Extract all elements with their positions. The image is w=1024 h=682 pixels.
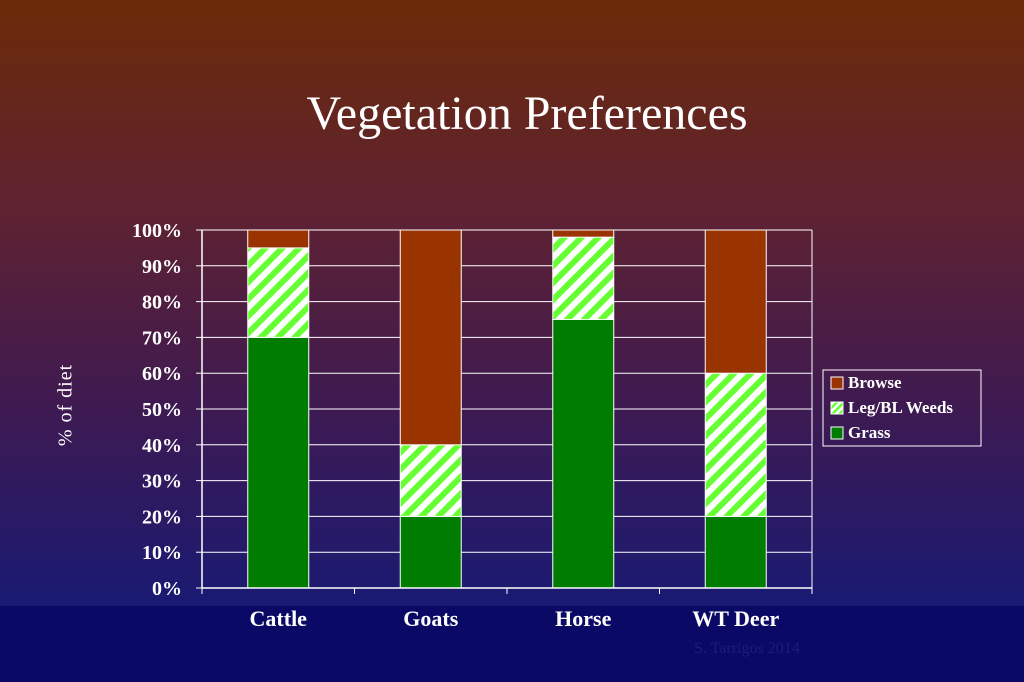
bar-leg-bl-weeds-cattle: [247, 247, 310, 338]
y-tick-label: 0%: [152, 578, 182, 600]
legend-label-browse: Browse: [848, 373, 902, 392]
bar-grass-cattle: [247, 336, 310, 589]
slide-title: Vegetation Preferences: [306, 87, 748, 140]
x-category-label: Goats: [403, 606, 458, 631]
bar-browse-horse: [552, 229, 615, 238]
bar-leg-bl-weeds-wt-deer: [704, 372, 767, 517]
y-tick-label: 60%: [142, 363, 182, 385]
y-tick-label: 30%: [142, 471, 182, 493]
x-category-label: Cattle: [250, 606, 308, 631]
bar-grass-goats: [399, 515, 462, 589]
bar-leg-bl-weeds-goats: [399, 444, 462, 517]
y-tick-label: 40%: [142, 435, 182, 457]
legend: Browse Leg/BL Weeds Grass: [822, 369, 982, 447]
y-tick-label: 20%: [142, 506, 182, 528]
footer-band: [0, 606, 1024, 682]
y-tick-label: 80%: [142, 292, 182, 314]
legend-label-grass: Grass: [848, 423, 891, 442]
y-tick-label: 100%: [132, 220, 182, 242]
bar-browse-cattle: [247, 229, 310, 249]
legend-label-leg-bl-weeds: Leg/BL Weeds: [848, 398, 953, 417]
y-tick-label: 90%: [142, 256, 182, 278]
x-category-label: Horse: [555, 606, 611, 631]
bar-grass-wt-deer: [704, 515, 767, 589]
legend-swatch-browse: [830, 376, 844, 390]
x-category-label: WT Deer: [692, 606, 779, 631]
bar-browse-wt-deer: [704, 229, 767, 374]
legend-box: [822, 369, 982, 447]
footer-credit: S. Tarrigos 2014: [694, 640, 800, 657]
legend-swatch-grass: [830, 426, 844, 440]
y-tick-label: 10%: [142, 542, 182, 564]
legend-swatch-leg-bl-weeds: [830, 401, 844, 415]
y-tick-label: 70%: [142, 327, 182, 349]
bars: [247, 229, 767, 589]
y-tick-label: 50%: [142, 399, 182, 421]
bar-browse-goats: [399, 229, 462, 446]
bar-grass-horse: [552, 319, 615, 589]
bar-leg-bl-weeds-horse: [552, 236, 615, 320]
axes: 0% 10% 20% 30% 40% 50% 60% 70% 80% 90% 100% Cattle G…: [132, 220, 813, 631]
